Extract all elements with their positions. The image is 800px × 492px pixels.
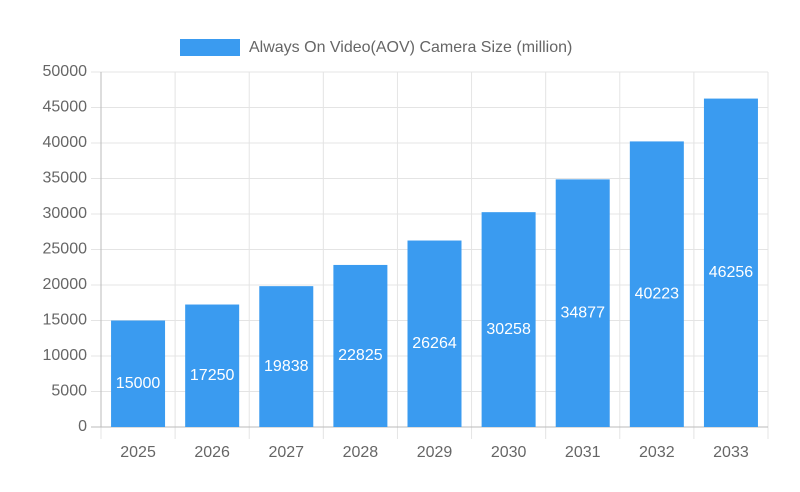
y-tick-label: 20000 xyxy=(43,276,88,293)
y-tick-label: 0 xyxy=(78,418,87,435)
y-tick-label: 15000 xyxy=(43,312,88,329)
value-label: 15000 xyxy=(116,375,161,392)
y-tick-label: 5000 xyxy=(51,383,87,400)
value-label: 40223 xyxy=(635,285,680,302)
y-tick-label: 35000 xyxy=(43,170,88,187)
bar xyxy=(333,264,388,427)
x-tick-label: 2032 xyxy=(639,444,675,461)
bar xyxy=(407,240,462,427)
value-label: 26264 xyxy=(412,335,457,352)
value-label: 30258 xyxy=(486,321,531,338)
x-tick-label: 2028 xyxy=(343,444,379,461)
bar xyxy=(259,286,314,427)
bar xyxy=(629,141,684,428)
value-label: 17250 xyxy=(190,367,235,384)
bar xyxy=(703,98,758,427)
x-tick-label: 2030 xyxy=(491,444,527,461)
bar xyxy=(481,212,536,427)
y-tick-label: 25000 xyxy=(43,241,88,258)
x-tick-label: 2029 xyxy=(417,444,453,461)
bar xyxy=(111,320,166,427)
x-tick-label: 2033 xyxy=(713,444,749,461)
value-label: 19838 xyxy=(264,358,309,375)
y-tick-label: 45000 xyxy=(43,99,88,116)
legend-swatch xyxy=(180,39,240,56)
x-tick-label: 2031 xyxy=(565,444,601,461)
y-tick-label: 50000 xyxy=(43,63,88,80)
x-tick-label: 2025 xyxy=(120,444,156,461)
y-tick-label: 10000 xyxy=(43,347,88,364)
x-tick-label: 2027 xyxy=(268,444,304,461)
y-tick-label: 40000 xyxy=(43,134,88,151)
legend-label: Always On Video(AOV) Camera Size (millio… xyxy=(249,39,572,56)
value-label: 46256 xyxy=(709,264,754,281)
bar xyxy=(185,304,240,427)
y-tick-label: 30000 xyxy=(43,205,88,222)
bar xyxy=(555,179,610,427)
x-tick-label: 2026 xyxy=(194,444,230,461)
value-label: 34877 xyxy=(560,304,605,321)
value-label: 22825 xyxy=(338,347,383,364)
